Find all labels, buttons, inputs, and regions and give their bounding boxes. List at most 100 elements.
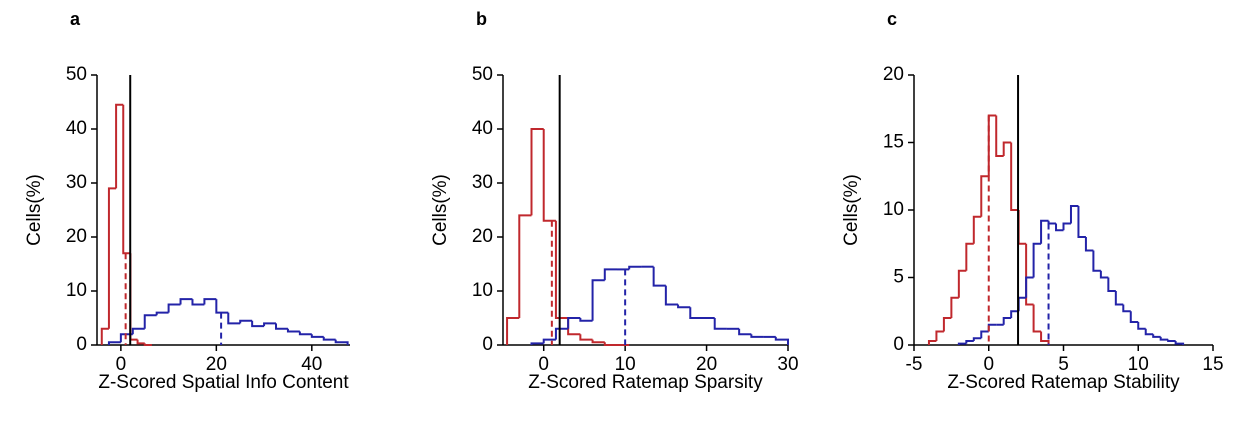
histogram-bin (987, 114, 997, 177)
y-tick-label: 40 (66, 118, 87, 139)
y-tick-label: 0 (893, 334, 904, 355)
histogram-bin (1077, 205, 1086, 238)
histogram-bin (1114, 291, 1124, 306)
histogram-bin (957, 269, 967, 298)
histogram-bin (203, 298, 217, 305)
y-tick-label: 20 (472, 226, 493, 247)
histogram-bin (119, 333, 133, 343)
histogram-bin (1047, 220, 1057, 225)
x-tick-label: 5 (1058, 354, 1069, 375)
y-tick-label: 50 (472, 64, 493, 85)
histogram-bin (167, 303, 181, 313)
histogram-bin (1122, 304, 1131, 313)
panel-label: c (887, 9, 897, 29)
histogram-bin (100, 327, 109, 345)
x-tick-label: 30 (777, 354, 798, 375)
histogram-bin (227, 312, 241, 325)
histogram-bin (554, 327, 569, 340)
histogram-bin (136, 339, 145, 345)
histogram-bin (131, 327, 145, 335)
histogram-bin (713, 318, 727, 330)
histogram-bin (591, 339, 605, 344)
histogram-bin (191, 299, 205, 306)
histogram-bin (1040, 219, 1049, 244)
histogram-bin (298, 331, 312, 336)
histogram-bin (155, 311, 169, 316)
histogram-bin (995, 115, 1004, 157)
histogram-bin (1055, 223, 1064, 232)
x-tick-label: 20 (206, 354, 227, 375)
histogram-bin (677, 304, 691, 309)
histogram-bin (957, 342, 967, 345)
x-tick-label: 10 (615, 354, 636, 375)
panel-label: b (476, 9, 487, 29)
histogram-bin (530, 342, 544, 345)
histogram-bin (1032, 304, 1042, 333)
histogram-bin (950, 296, 959, 318)
histogram-bin (1137, 322, 1146, 330)
histogram-bin (1099, 270, 1109, 279)
histogram-bin (1167, 339, 1176, 342)
histogram-bin (542, 129, 556, 222)
histogram-bin (286, 328, 300, 333)
histogram-bin (251, 320, 265, 328)
histogram-bin (129, 253, 138, 341)
y-axis-label: Cells(%) (430, 174, 451, 246)
histogram-bin (980, 175, 989, 217)
y-tick-label: 20 (883, 64, 904, 85)
histogram-bin (965, 339, 974, 344)
histogram-bin (942, 317, 952, 332)
x-tick-label: 40 (301, 354, 322, 375)
histogram-bin (927, 339, 937, 345)
histogram-bin (1032, 242, 1042, 278)
histogram-bin (310, 334, 324, 338)
y-tick-label: 40 (472, 118, 493, 139)
histogram-bin (664, 285, 679, 306)
histogram-bin (215, 299, 229, 314)
y-tick-label: 5 (893, 267, 904, 288)
histogram-bin (987, 323, 997, 332)
y-tick-label: 30 (472, 172, 493, 193)
histogram-bin (567, 317, 581, 329)
histogram-bin (107, 341, 121, 345)
histogram-bin (1002, 141, 1012, 156)
histogram-bin (554, 220, 569, 319)
histogram-bin (239, 319, 253, 324)
histogram-bin (1084, 237, 1094, 252)
y-tick-label: 0 (482, 334, 493, 355)
histogram-bin (750, 334, 764, 338)
histogram-bin (107, 187, 117, 329)
y-axis-label: Cells(%) (841, 174, 862, 246)
histogram-bin (506, 317, 520, 345)
histogram-bin (774, 336, 789, 345)
y-axis-label: Cells(%) (24, 174, 45, 246)
histogram-bin (1144, 328, 1154, 336)
histogram-bin (1010, 142, 1019, 211)
histogram-bin (1017, 296, 1027, 312)
histogram-bin (1092, 250, 1101, 272)
x-tick-label: 15 (1202, 354, 1223, 375)
histogram-bin (179, 298, 193, 305)
histogram-bin (1069, 204, 1079, 224)
histogram-bin (603, 342, 617, 346)
y-tick-label: 0 (76, 334, 87, 355)
histogram-bin (115, 103, 124, 189)
y-tick-label: 50 (66, 64, 87, 85)
histogram-bin (935, 330, 944, 341)
histogram-bin (652, 266, 666, 287)
histogram-bin (972, 215, 982, 244)
y-tick-label: 10 (66, 280, 87, 301)
histogram-bin (1129, 311, 1139, 324)
histogram-bin (1159, 336, 1169, 341)
histogram-bin (689, 307, 703, 319)
histogram-bin (1025, 276, 1034, 298)
histogram-bin (1010, 310, 1019, 318)
x-tick-label: 0 (538, 354, 549, 375)
y-tick-label: 30 (66, 172, 87, 193)
histogram-bin (980, 330, 989, 339)
x-tick-label: 10 (1128, 354, 1149, 375)
histogram-bin (334, 339, 349, 345)
histogram-bin (1152, 334, 1161, 338)
histogram-bin (1107, 277, 1116, 292)
